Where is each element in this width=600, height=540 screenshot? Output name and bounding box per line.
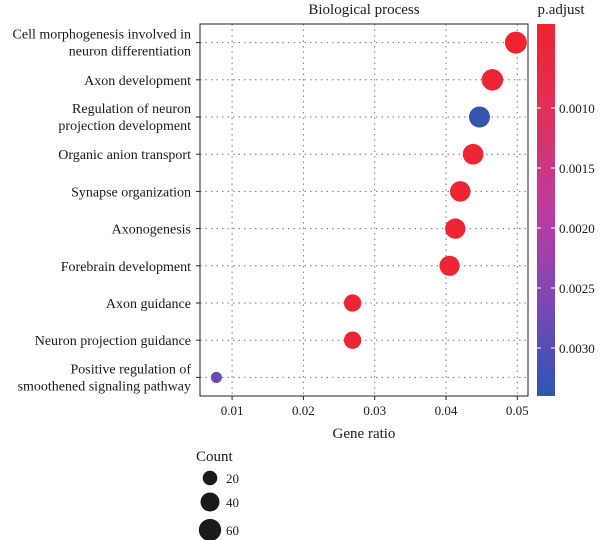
color-bar xyxy=(537,24,555,396)
y-axis-label: Axon development xyxy=(84,74,191,89)
data-point xyxy=(343,294,362,312)
data-point xyxy=(504,31,527,54)
color-legend: p.adjust 0.0010 0.0015 0.0020 0.0025 0.0030 xyxy=(537,2,595,396)
data-point xyxy=(343,331,362,349)
size-legend-dot xyxy=(198,518,222,540)
size-legend-label: 60 xyxy=(226,523,239,538)
color-legend-tick-label: 0.0010 xyxy=(559,101,595,116)
color-legend-tick-label: 0.0030 xyxy=(559,341,595,356)
y-axis-label: Regulation of neuron projection developme… xyxy=(58,102,191,134)
y-axis-label: Axonogenesis xyxy=(112,223,191,238)
color-legend-tick-label: 0.0020 xyxy=(559,221,595,236)
x-axis-tick-label: 0.02 xyxy=(292,403,315,418)
chart-title: Biological process xyxy=(308,2,419,18)
data-points xyxy=(210,31,527,383)
x-axis-tick-label: 0.01 xyxy=(221,403,244,418)
data-point xyxy=(468,106,491,128)
color-legend-tick-label: 0.0015 xyxy=(559,161,595,176)
plot-border xyxy=(199,23,529,397)
x-axis: 0.01 0.02 0.03 0.04 0.05 xyxy=(221,396,529,418)
data-point xyxy=(210,371,222,383)
data-point xyxy=(481,69,504,91)
y-axis-label: Synapse organization xyxy=(71,185,191,200)
x-axis-tick-label: 0.05 xyxy=(506,403,529,418)
size-legend: Count 20 40 60 xyxy=(196,449,239,540)
size-legend-dot xyxy=(200,492,220,512)
data-point xyxy=(439,255,460,276)
size-legend-label: 40 xyxy=(226,495,239,510)
data-point xyxy=(449,181,471,202)
x-axis-title: Gene ratio xyxy=(333,426,396,442)
color-legend-tick-label: 0.0025 xyxy=(559,281,595,296)
size-legend-title: Count xyxy=(196,449,234,465)
data-point xyxy=(445,218,466,239)
y-axis-label: Organic anion transport xyxy=(58,148,191,163)
y-axis-labels: Cell morphogenesis involved in neuron dif… xyxy=(13,28,200,394)
data-point xyxy=(462,143,484,165)
color-legend-title: p.adjust xyxy=(537,2,585,18)
x-axis-tick-label: 0.04 xyxy=(435,403,458,418)
size-legend-dot xyxy=(202,470,218,486)
x-axis-tick-label: 0.03 xyxy=(363,403,386,418)
size-legend-label: 20 xyxy=(226,471,239,486)
y-axis-label: Axon guidance xyxy=(106,297,191,312)
y-axis-label: Forebrain development xyxy=(61,260,191,275)
y-axis-label: Positive regulation of smoothened signali… xyxy=(18,362,192,394)
y-axis-label: Cell morphogenesis involved in neuron dif… xyxy=(13,28,191,60)
grid-lines xyxy=(200,24,528,396)
y-axis-label: Neuron projection guidance xyxy=(35,334,191,349)
